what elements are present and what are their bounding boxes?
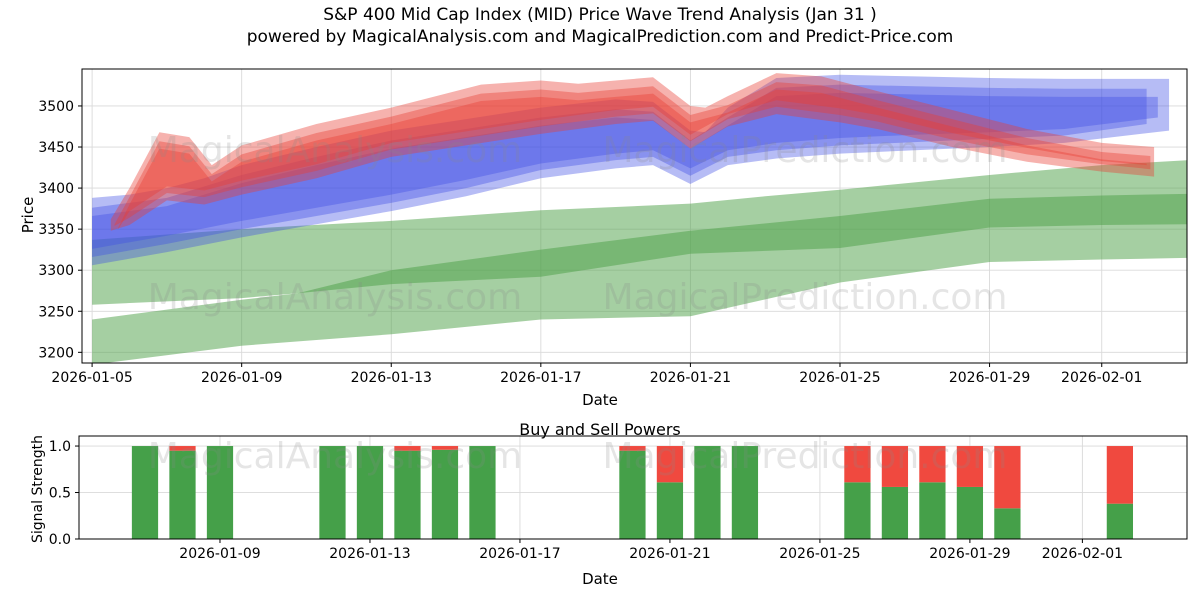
x-tick-label: 2026-01-13	[351, 370, 432, 386]
price_wave-spines	[81, 68, 1188, 364]
x-tick-label: 2026-01-29	[949, 370, 1030, 386]
y-tick-label: 3500	[38, 99, 74, 115]
buy-bar-segment	[206, 446, 234, 539]
watermark-text: MagicalPrediction.com	[603, 277, 1008, 318]
red-wave-mid	[114, 82, 1151, 226]
buy-sell-bars	[131, 446, 1134, 539]
watermark-text: MagicalPrediction.com	[603, 130, 1008, 171]
buy-bar-segment	[169, 450, 196, 539]
buy-bar-segment	[469, 446, 496, 539]
buy-bar-segment	[881, 486, 909, 539]
sell-bar-segment	[656, 446, 684, 483]
watermark-layer: MagicalAnalysis.com MagicalPrediction.com…	[148, 130, 1008, 477]
y-tick-label: 3250	[38, 304, 74, 320]
blue-wave-mid	[92, 84, 1147, 258]
red-wave-outer	[110, 73, 1155, 231]
x-tick-label: 2026-01-13	[329, 546, 410, 562]
price_wave-ticks: 2026-01-05 2026-01-09 2026-01-13 2026-01-17…	[38, 99, 1142, 386]
y-tick-label: 1.0	[49, 439, 71, 455]
x-tick-label: 2026-01-09	[179, 546, 260, 562]
x-tick-label: 2026-01-21	[650, 370, 731, 386]
buy-bar-segment	[1106, 503, 1134, 539]
x-tick-label: 2026-01-29	[929, 546, 1010, 562]
sell-bar-segment	[169, 446, 196, 451]
x-tick-label: 2026-01-17	[500, 370, 581, 386]
sell-bar-segment	[619, 446, 646, 451]
x-tick-label: 2026-01-25	[799, 370, 880, 386]
y-tick-label: 3400	[38, 181, 74, 197]
buy-bar-segment	[956, 486, 984, 539]
signal-strength-axis-label: Signal Strength	[30, 435, 46, 544]
figure-title-line2: powered by MagicalAnalysis.com and Magic…	[246, 27, 954, 47]
buy-bar-segment	[994, 508, 1021, 539]
x-tick-label: 2026-02-01	[1042, 546, 1123, 562]
x-tick-label: 2026-01-21	[629, 546, 710, 562]
sell-bar-segment	[956, 446, 984, 487]
figure-title-line1: S&P 400 Mid Cap Index (MID) Price Wave T…	[323, 5, 877, 25]
buy_sell_powers-spines	[78, 435, 1188, 540]
y-tick-label: 3200	[38, 345, 74, 361]
blue-wave-outer	[92, 74, 1170, 266]
x-tick-label: 2026-01-17	[479, 546, 560, 562]
buy-bar-segment	[731, 446, 759, 539]
buy-bar-segment	[431, 449, 459, 539]
buy-bar-segment	[356, 446, 384, 539]
buy-bar-segment	[919, 482, 946, 539]
buy_sell_powers-ticks: 2026-01-09 2026-01-13 2026-01-17 2026-01-21…	[49, 439, 1123, 562]
buy-bar-segment	[656, 482, 684, 539]
sell-bar-segment	[1106, 446, 1134, 504]
x-tick-label: 2026-02-01	[1061, 370, 1142, 386]
price-xaxis-label: Date	[582, 391, 618, 409]
bar-chart-title: Buy and Sell Powers	[519, 420, 681, 439]
buy-bar-segment	[319, 446, 346, 539]
sell-bar-segment	[919, 446, 946, 483]
x-tick-label: 2026-01-05	[51, 370, 132, 386]
price-wave-bands	[92, 73, 1187, 363]
buy-bar-segment	[131, 446, 159, 539]
buy-bar-segment	[619, 450, 646, 539]
blue-wave-inner	[92, 92, 1158, 249]
watermark-text: MagicalAnalysis.com	[148, 436, 522, 477]
sell-bar-segment	[431, 446, 459, 450]
buy-bar-segment	[394, 450, 421, 539]
y-tick-label: 3450	[38, 140, 74, 156]
red-wave-inner	[118, 89, 1147, 230]
sell-bar-segment	[844, 446, 871, 483]
buy-bar-segment	[844, 482, 871, 539]
sell-bar-segment	[994, 446, 1021, 509]
x-tick-label: 2026-01-09	[201, 370, 282, 386]
y-tick-label: 3300	[38, 263, 74, 279]
green-upper-band	[92, 160, 1187, 305]
price-axis-label: Price	[19, 196, 37, 234]
watermark-text: MagicalAnalysis.com	[148, 277, 522, 318]
buy-bar-segment	[694, 446, 721, 539]
y-tick-label: 0.5	[49, 486, 71, 502]
y-tick-label: 0.0	[49, 532, 71, 548]
y-tick-label: 3350	[38, 222, 74, 238]
bar-xaxis-label: Date	[582, 570, 618, 588]
sell-bar-segment	[881, 446, 909, 487]
watermark-text: MagicalPrediction.com	[603, 436, 1008, 477]
sell-bar-segment	[394, 446, 421, 451]
watermark-text: MagicalAnalysis.com	[148, 130, 522, 171]
x-tick-label: 2026-01-25	[779, 546, 860, 562]
